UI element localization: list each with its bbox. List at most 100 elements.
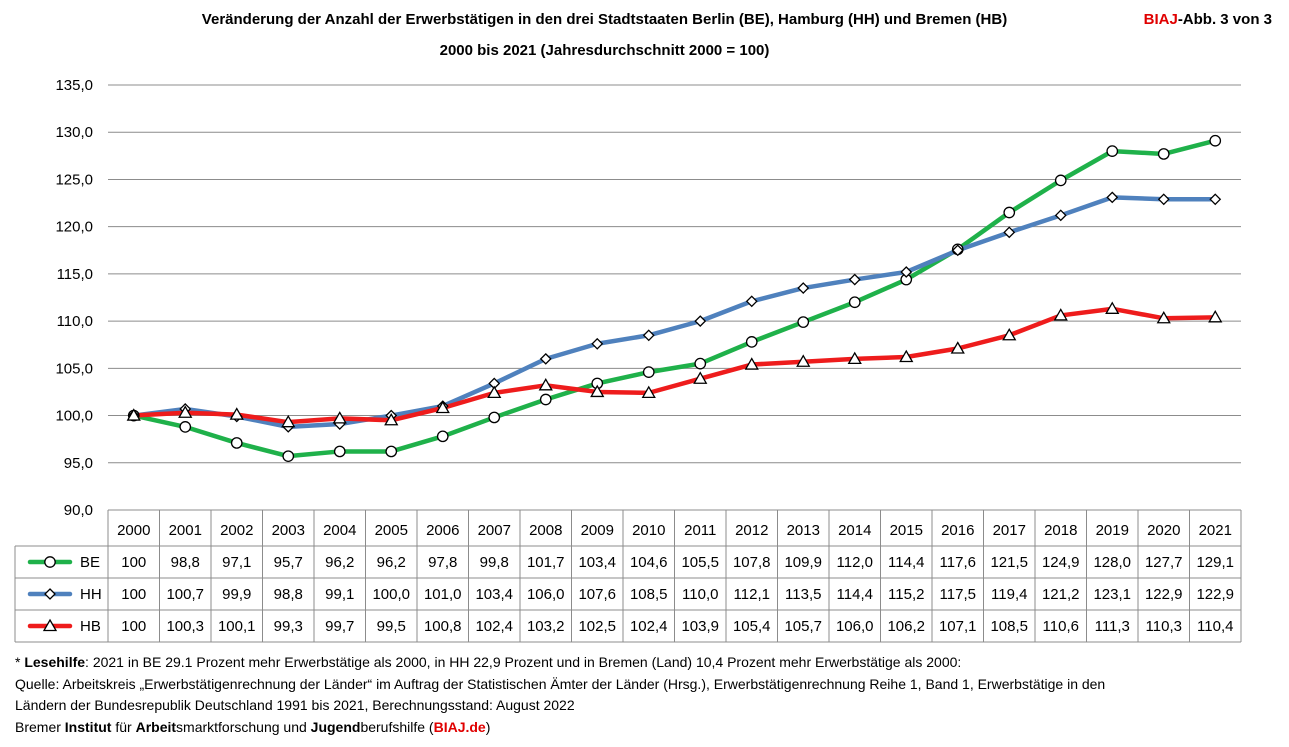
x-tick-label: 2001 <box>169 522 202 539</box>
table-value: 106,0 <box>836 618 874 635</box>
table-value: 108,5 <box>990 618 1028 635</box>
data-point <box>694 357 707 370</box>
legend-marker <box>44 556 56 568</box>
table-value: 101,7 <box>527 554 565 571</box>
data-point <box>745 336 758 348</box>
source-note-line1: Quelle: Arbeitskreis „Erwerbstätigenrech… <box>15 675 1106 692</box>
table-value: 113,5 <box>785 586 821 603</box>
table-value: 114,4 <box>888 554 924 571</box>
x-tick-label: 2003 <box>272 522 305 539</box>
table-value: 97,8 <box>428 554 457 571</box>
x-tick-label: 2011 <box>684 522 716 539</box>
table-value: 128,0 <box>1093 554 1131 571</box>
data-point <box>1209 134 1222 147</box>
credit-part: Jugend <box>310 718 361 735</box>
table-value: 102,5 <box>578 618 616 635</box>
x-tick-label: 2013 <box>787 522 820 539</box>
table-value: 99,5 <box>377 618 406 635</box>
x-tick-label: 2004 <box>323 522 356 539</box>
table-value: 103,2 <box>527 618 565 635</box>
table-value: 114,4 <box>837 586 873 603</box>
data-point <box>179 421 192 433</box>
table-value: 111,3 <box>1095 618 1130 635</box>
line-chart: 135,0 130,0 125,0 120,0 115,0 110,0 105,0 100,0… <box>14 77 1242 643</box>
data-point <box>1105 301 1120 314</box>
legend-label-hh: HH <box>80 586 102 603</box>
table-value: 98,8 <box>274 586 303 603</box>
table-value: 96,2 <box>377 554 406 571</box>
y-tick-label: 125,0 <box>55 171 93 188</box>
data-point <box>848 273 861 286</box>
table-value: 122,9 <box>1145 586 1183 603</box>
table-value: 117,5 <box>940 586 976 603</box>
table-value: 106,2 <box>887 618 925 635</box>
credit-part: für <box>111 718 136 735</box>
table-value: 96,2 <box>325 554 354 571</box>
data-point <box>950 341 965 354</box>
table-value: 122,9 <box>1196 586 1234 603</box>
table-value: 99,3 <box>274 618 303 635</box>
table-value: 110,3 <box>1146 618 1182 635</box>
x-tick-label: 2005 <box>375 522 408 539</box>
y-tick-label: 135,0 <box>55 77 93 94</box>
y-tick-label: 105,0 <box>55 360 93 377</box>
credit-part: Institut <box>64 718 112 735</box>
series-line-hh <box>131 195 1218 430</box>
table-value: 107,6 <box>578 586 616 603</box>
table-value: 117,6 <box>940 554 976 571</box>
x-tick-label: 2006 <box>426 522 459 539</box>
table-value: 103,4 <box>475 586 513 603</box>
data-point <box>332 411 347 424</box>
data-point <box>900 266 913 278</box>
table-value: 97,1 <box>222 554 251 571</box>
series-line-hb <box>131 306 1218 425</box>
data-point <box>1003 226 1016 239</box>
data-point <box>229 407 244 420</box>
x-tick-label: 2010 <box>632 522 665 539</box>
table-value: 98,8 <box>171 554 200 571</box>
table-value: 119,4 <box>991 586 1027 603</box>
table-value: 101,0 <box>424 586 462 603</box>
data-point <box>642 329 655 342</box>
data-point <box>796 354 811 367</box>
table-value: 107,1 <box>939 618 977 635</box>
data-point <box>1054 209 1067 222</box>
data-point <box>693 371 708 384</box>
table-value: 105,7 <box>784 618 822 635</box>
y-tick-label: 110,0 <box>57 313 93 330</box>
data-point <box>281 414 296 428</box>
table-value: 115,2 <box>888 586 924 603</box>
x-tick-label: 2009 <box>581 522 614 539</box>
data-point <box>178 405 193 418</box>
data-point <box>488 411 501 424</box>
table-value: 100,1 <box>218 618 256 635</box>
data-point <box>538 378 553 391</box>
table-value: 99,1 <box>325 586 354 603</box>
data-point <box>847 351 862 365</box>
data-point <box>642 366 655 378</box>
data-point <box>1157 193 1170 206</box>
table-value: 112,1 <box>734 586 770 603</box>
data-point <box>744 357 759 370</box>
series-markers-hh <box>127 191 1222 433</box>
x-tick-label: 2008 <box>529 522 562 539</box>
data-point <box>1053 308 1068 321</box>
x-tick-label: 2016 <box>941 522 974 539</box>
y-tick-label: 90,0 <box>64 502 93 519</box>
table-value: 107,8 <box>733 554 771 571</box>
data-point <box>797 282 810 294</box>
data-point <box>435 400 450 414</box>
x-tick-label: 2020 <box>1147 522 1180 539</box>
data-point <box>951 244 964 257</box>
footnotes: * Lesehilfe: 2021 in BE 29.1 Prozent meh… <box>15 652 1105 738</box>
y-tick-label: 115,0 <box>57 266 93 283</box>
table-value: 102,4 <box>630 618 668 635</box>
table-value: 127,7 <box>1145 554 1183 571</box>
x-tick-label: 2012 <box>735 522 768 539</box>
biaj-link[interactable]: BIAJ.de <box>433 718 486 735</box>
series-markers-be <box>127 134 1222 463</box>
series-markers-hb <box>126 301 1223 428</box>
data-point <box>126 408 141 421</box>
y-tick-label: 100,0 <box>55 408 93 425</box>
table-value: 112,0 <box>837 554 873 571</box>
